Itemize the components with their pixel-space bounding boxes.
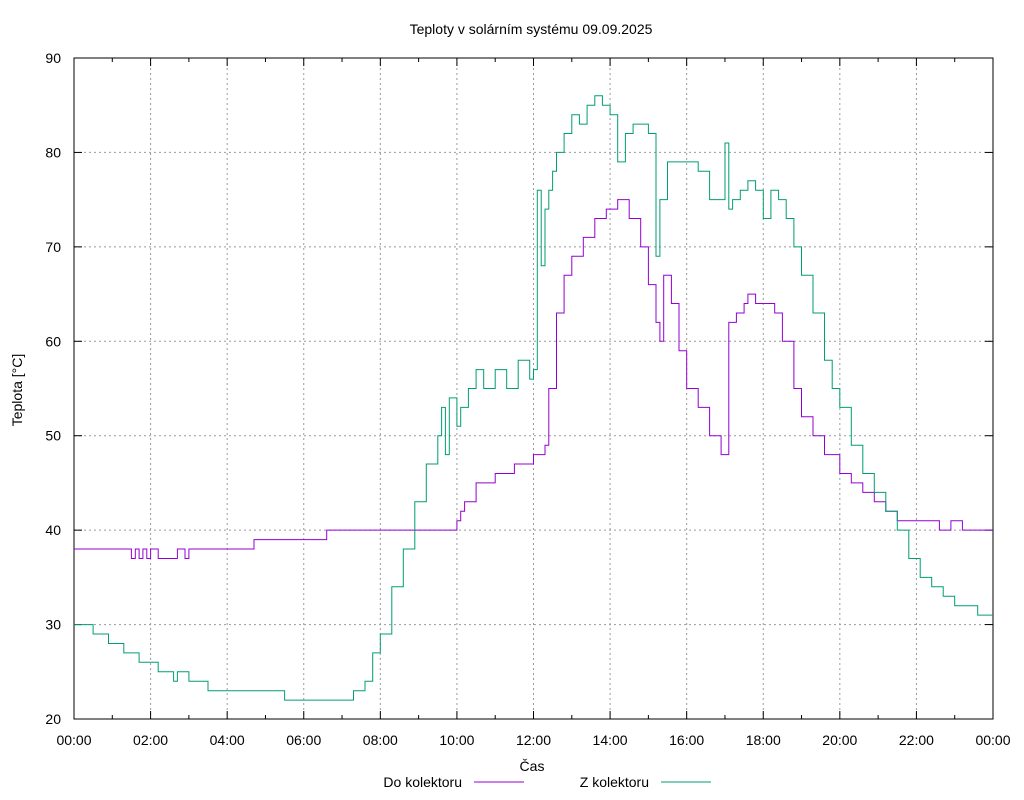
x-tick-label: 04:00 bbox=[210, 732, 245, 748]
x-tick-label: 02:00 bbox=[133, 732, 168, 748]
y-tick-label: 20 bbox=[45, 711, 61, 727]
y-tick-label: 90 bbox=[45, 50, 61, 66]
series-layer bbox=[74, 95, 993, 701]
x-tick-label: 22:00 bbox=[899, 732, 934, 748]
x-tick-label: 14:00 bbox=[593, 732, 628, 748]
legend-label-do-kolektoru: Do kolektoru bbox=[383, 774, 462, 790]
x-tick-label: 18:00 bbox=[746, 732, 781, 748]
x-axis-label: Čas bbox=[520, 758, 545, 774]
x-tick-label: 00:00 bbox=[56, 732, 91, 748]
x-tick-label: 08:00 bbox=[363, 732, 398, 748]
chart-title: Teploty v solárním systému 09.09.2025 bbox=[410, 21, 653, 37]
y-axis-label: Teplota [°C] bbox=[9, 354, 25, 427]
series-line-do-kolektoru bbox=[74, 199, 993, 559]
x-tick-label: 16:00 bbox=[669, 732, 704, 748]
x-tick-label: 10:00 bbox=[439, 732, 474, 748]
legend: Do kolektoru Z kolektoru bbox=[383, 774, 711, 790]
x-tick-label: 00:00 bbox=[975, 732, 1010, 748]
y-tick-label: 60 bbox=[45, 333, 61, 349]
y-tick-label: 50 bbox=[45, 428, 61, 444]
tick-labels: 20 30 40 50 60 70 80 90 00:00 02:00 04:00 06:00 08:0… bbox=[45, 50, 1010, 748]
y-tick-label: 70 bbox=[45, 239, 61, 255]
series-line-z-kolektoru bbox=[74, 95, 993, 701]
plot-frame bbox=[73, 57, 994, 720]
grid bbox=[73, 57, 994, 720]
x-tick-label: 06:00 bbox=[286, 732, 321, 748]
y-tick-label: 40 bbox=[45, 522, 61, 538]
y-tick-label: 30 bbox=[45, 617, 61, 633]
x-tick-label: 20:00 bbox=[822, 732, 857, 748]
x-tick-label: 12:00 bbox=[516, 732, 551, 748]
legend-label-z-kolektoru: Z kolektoru bbox=[580, 774, 649, 790]
y-tick-label: 80 bbox=[45, 144, 61, 160]
